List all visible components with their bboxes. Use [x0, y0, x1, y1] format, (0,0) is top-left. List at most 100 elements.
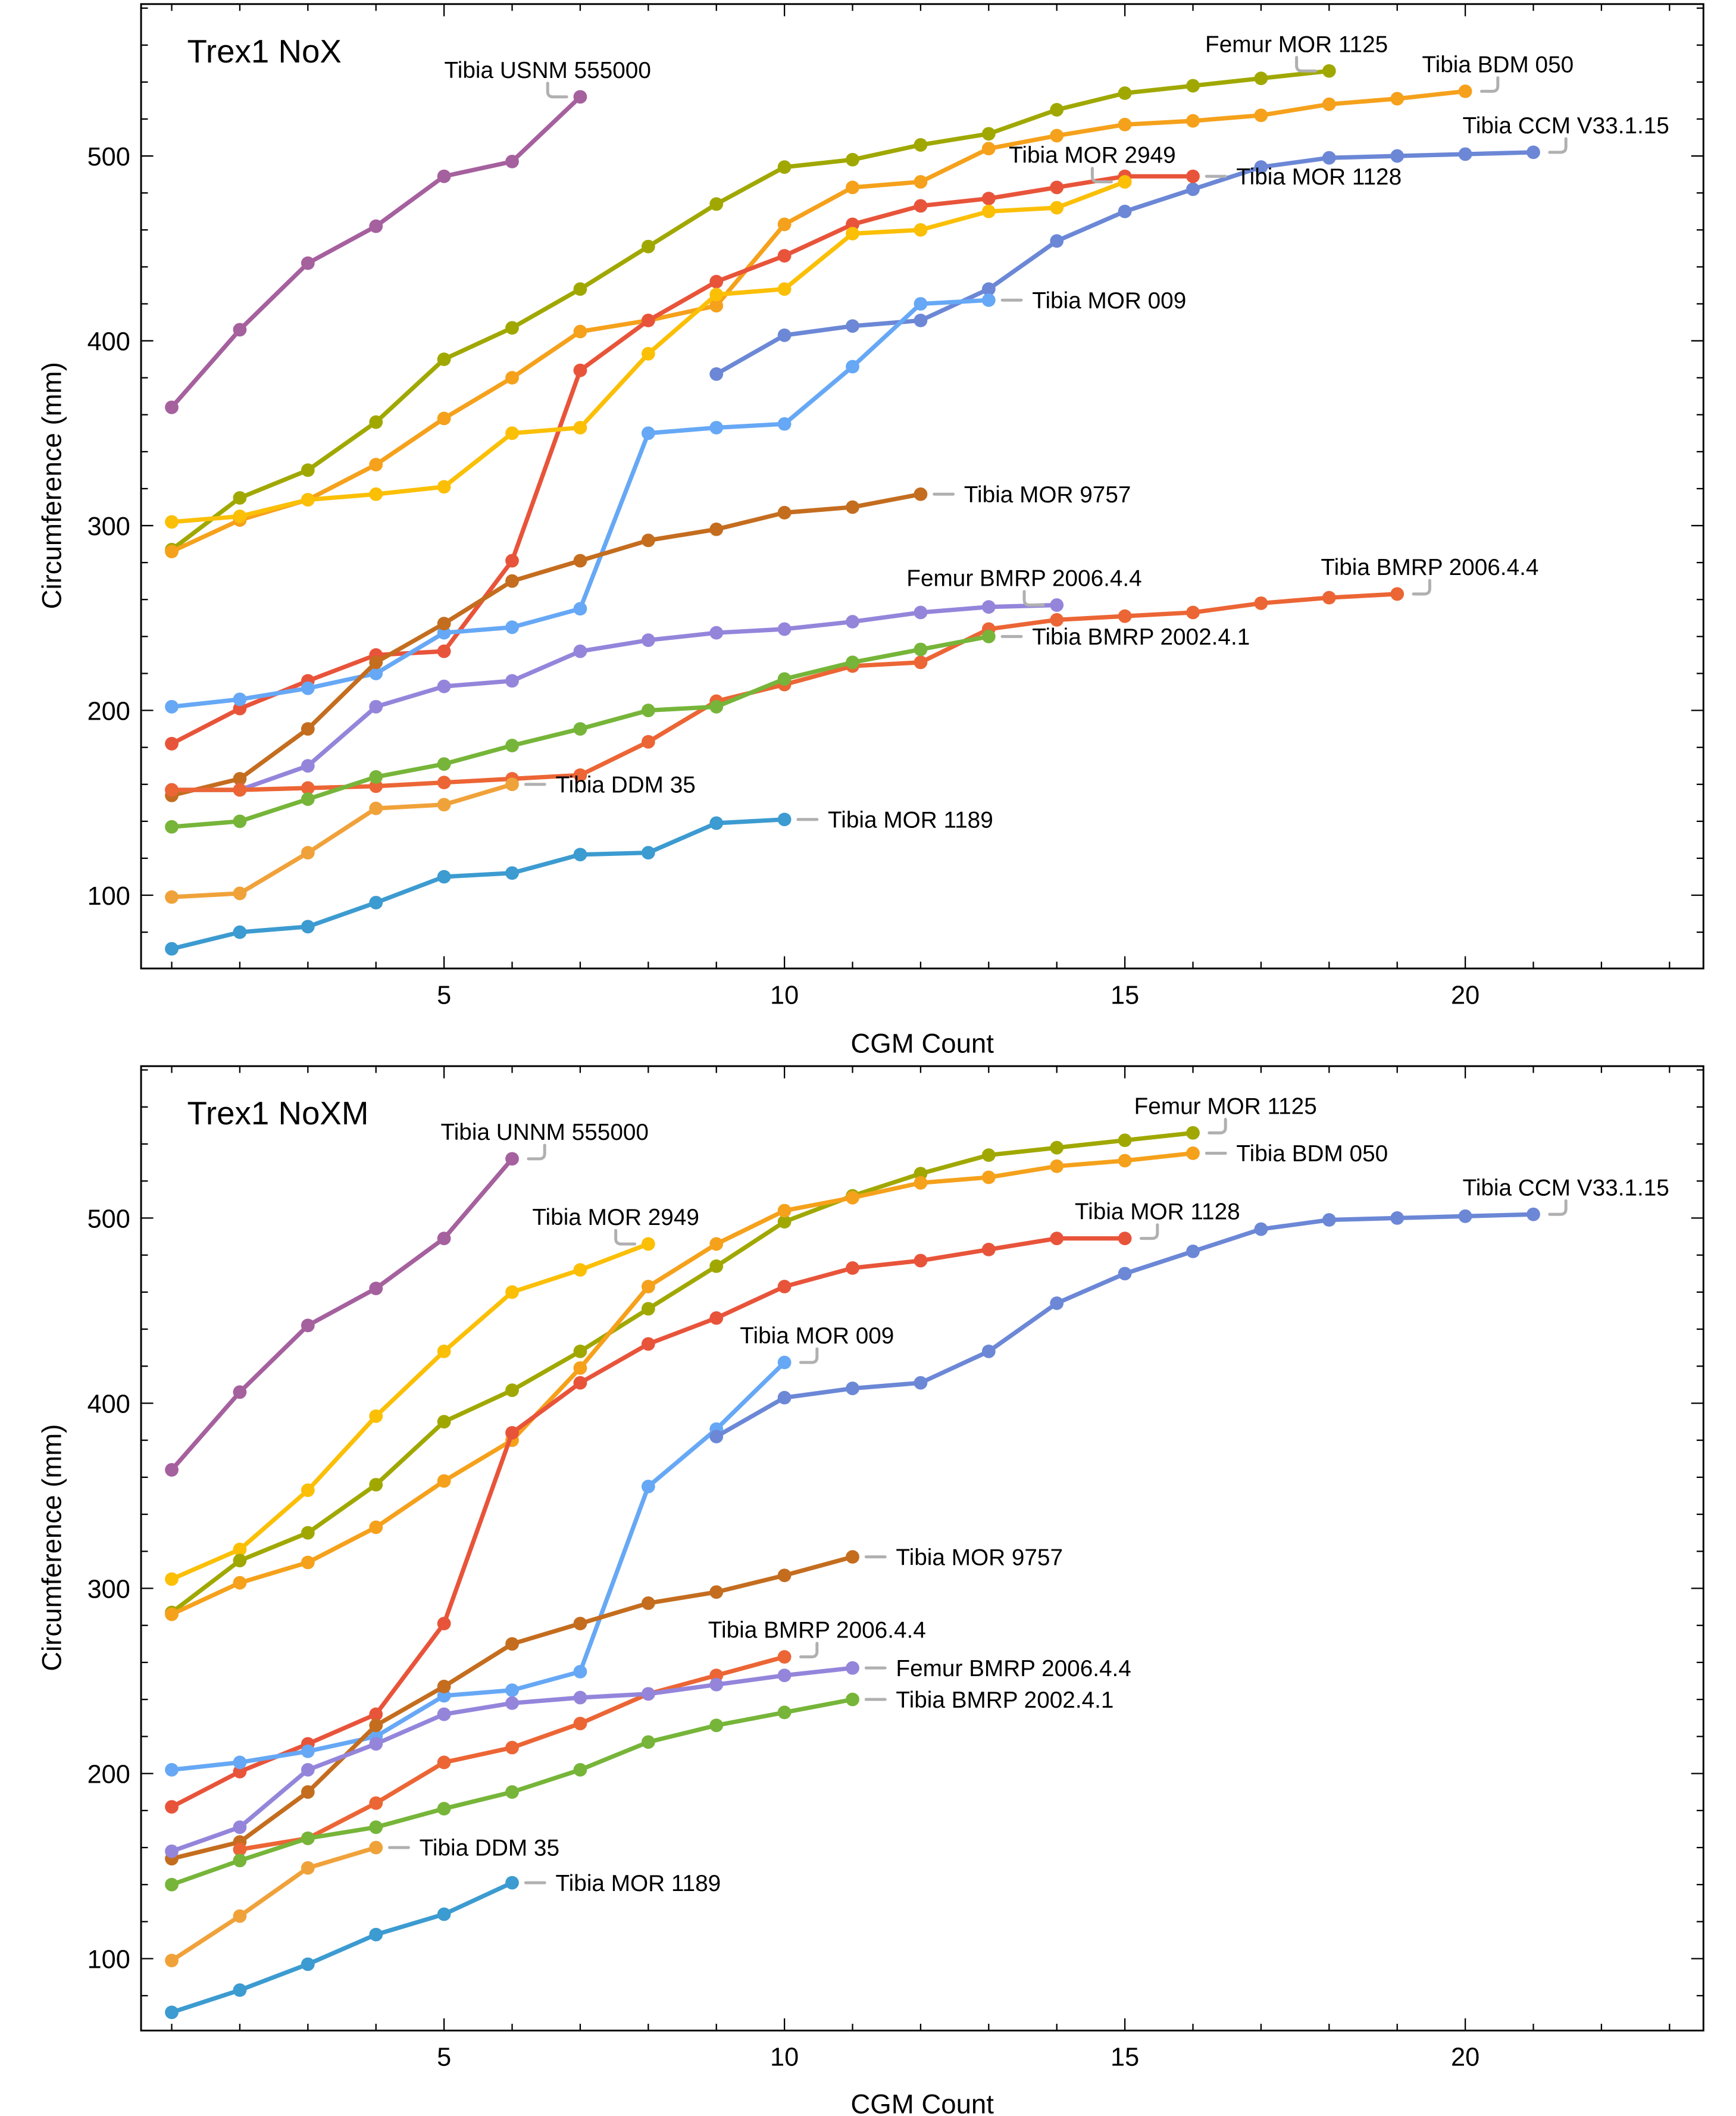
data-point: [437, 1802, 451, 1816]
series-line: [169, 1157, 515, 1473]
series-label: Tibia CCM V33.1.15: [1463, 113, 1669, 139]
series-tibia-mor-9757: [165, 487, 928, 802]
data-point: [981, 293, 996, 307]
data-point: [914, 314, 928, 327]
data-point: [233, 814, 247, 829]
series-line: [169, 782, 515, 899]
data-point: [914, 1376, 928, 1390]
data-point: [1322, 1213, 1336, 1227]
data-point: [777, 812, 792, 827]
data-point: [437, 411, 451, 426]
series-label: Tibia MOR 009: [740, 1323, 894, 1349]
data-point: [369, 801, 383, 815]
data-point: [777, 282, 792, 296]
data-point: [505, 1426, 519, 1440]
label-leader: [1208, 1118, 1227, 1134]
data-point: [165, 1954, 179, 1968]
chart-panel-nox: 5 10 15 20 100 200 300 400 500 Tibia USNM 55500…: [37, 3, 1704, 1058]
data-point: [573, 768, 587, 782]
data-point: [573, 722, 587, 736]
data-point: [165, 820, 179, 834]
data-point: [301, 1483, 315, 1498]
data-point: [369, 655, 383, 670]
data-point: [846, 1550, 859, 1564]
series-tibia-ddm-35: [165, 777, 519, 904]
data-point: [165, 1800, 179, 1814]
data-point: [369, 770, 383, 784]
label-leader: [1139, 1223, 1159, 1240]
label-leader: [614, 1229, 637, 1246]
y-tick-label: 200: [87, 1761, 130, 1789]
data-point: [981, 600, 996, 614]
data-point: [777, 505, 792, 520]
data-point: [777, 328, 792, 342]
data-point: [369, 219, 383, 233]
data-point: [846, 500, 859, 514]
data-point: [301, 463, 315, 477]
data-point: [1390, 1211, 1405, 1225]
data-point: [1390, 92, 1405, 106]
data-point: [914, 175, 928, 189]
data-point: [301, 781, 315, 795]
series-tibia-bmrp-2002-4-1: [165, 1692, 859, 1892]
data-point: [709, 287, 724, 302]
data-point: [437, 798, 451, 812]
data-point: [846, 227, 859, 240]
data-point: [777, 160, 792, 174]
label-leader: [1479, 76, 1500, 93]
data-point: [1186, 605, 1200, 620]
data-point: [1050, 180, 1064, 195]
data-point: [914, 138, 928, 152]
series-tibia-mor-2949: [165, 1237, 655, 1586]
data-point: [1322, 97, 1336, 111]
data-point: [1254, 71, 1268, 86]
data-point: [641, 426, 655, 440]
data-point: [981, 1148, 996, 1162]
series-layer: [165, 64, 1540, 956]
data-point: [1118, 204, 1132, 218]
data-point: [914, 487, 928, 501]
data-point: [573, 1762, 587, 1777]
data-point: [846, 1382, 859, 1395]
data-point: [437, 1415, 451, 1429]
plot-frame: [140, 3, 1704, 970]
y-tick-label: 300: [87, 1575, 130, 1604]
series-tibia-mor-1189: [165, 812, 792, 956]
data-point: [1050, 1296, 1064, 1310]
data-point: [1118, 117, 1132, 132]
data-point: [233, 925, 247, 939]
data-point: [437, 1344, 451, 1358]
data-point: [709, 274, 724, 289]
series-label: Tibia MOR 1128: [1236, 164, 1402, 190]
y-axis-title: Circumference (mm): [37, 1424, 67, 1671]
x-tick-label: 20: [1451, 2043, 1479, 2072]
data-point: [1118, 1232, 1132, 1246]
series-line: [169, 174, 1196, 746]
data-point: [165, 783, 179, 797]
data-point: [1186, 114, 1200, 128]
data-point: [1050, 129, 1064, 143]
data-point: [1118, 1133, 1132, 1148]
data-point: [301, 1762, 315, 1777]
data-point: [437, 1474, 451, 1488]
series-label: Tibia MOR 009: [1032, 288, 1186, 314]
data-point: [1186, 182, 1200, 196]
data-point: [369, 458, 383, 471]
data-point: [1254, 1222, 1268, 1236]
data-point: [301, 1957, 315, 1971]
data-point: [777, 622, 792, 636]
y-axis-ticks: 100 200 300 400 500: [87, 1069, 1704, 1997]
data-point: [846, 615, 859, 629]
data-point: [165, 699, 179, 714]
data-point: [573, 1617, 587, 1631]
data-point: [233, 692, 247, 707]
series-tibia-mor-9757: [165, 1550, 859, 1866]
data-point: [437, 1617, 451, 1631]
panel-title: Trex1 NoXM: [187, 1095, 369, 1132]
data-point: [233, 1983, 247, 1997]
data-point: [573, 602, 587, 616]
data-point: [709, 367, 724, 381]
data-point: [301, 1555, 315, 1570]
data-point: [233, 323, 247, 337]
data-point: [1458, 147, 1472, 161]
